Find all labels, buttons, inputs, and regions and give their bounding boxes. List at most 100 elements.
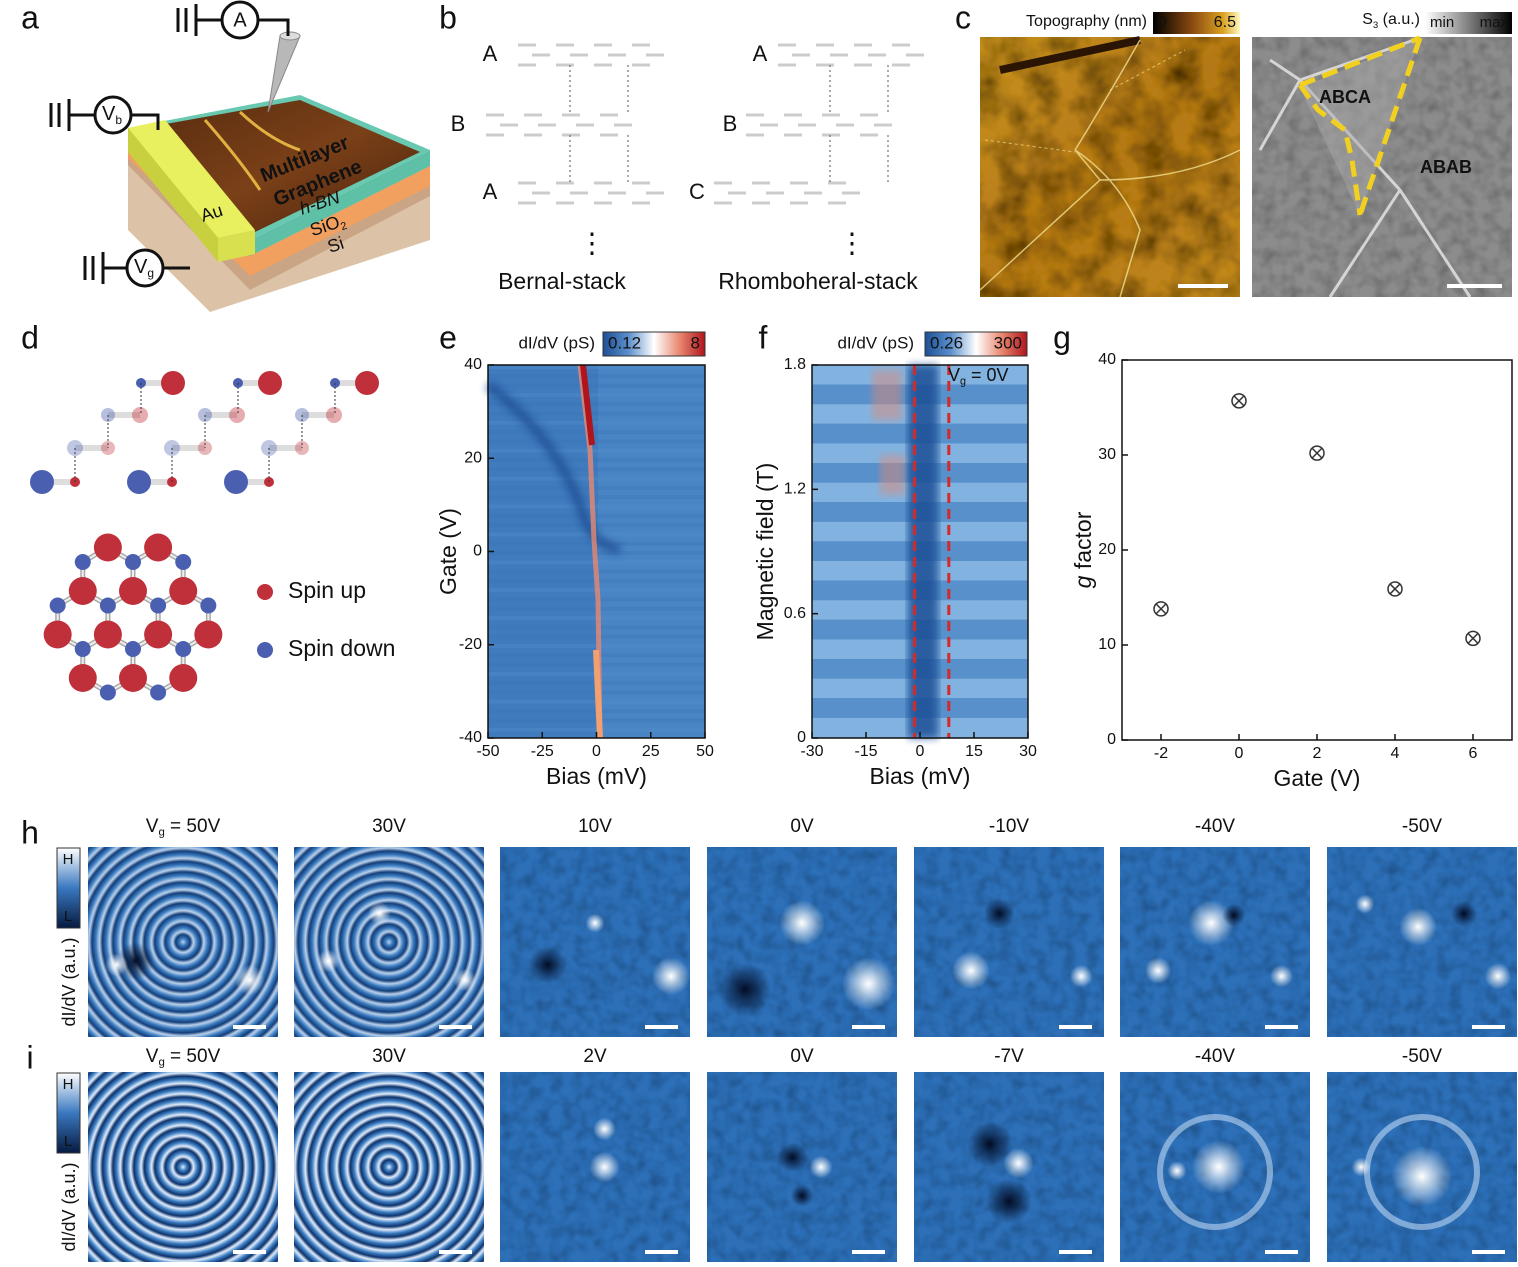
atom-up bbox=[161, 371, 185, 395]
legend-entry: Spin up bbox=[288, 577, 366, 603]
panel-letter: b bbox=[439, 0, 457, 35]
y-axis-label: g factor bbox=[1070, 511, 1096, 588]
atom-up bbox=[258, 371, 282, 395]
map-blob bbox=[1355, 894, 1375, 914]
heatmap-row bbox=[488, 467, 705, 472]
map-label: 10V bbox=[578, 816, 612, 837]
data-point bbox=[1387, 581, 1403, 597]
map-label: 30V bbox=[372, 1046, 406, 1067]
dIdV-map bbox=[500, 847, 690, 1037]
y-tick-label: 0 bbox=[1107, 731, 1116, 748]
colorbar bbox=[1425, 12, 1512, 34]
map-rings bbox=[88, 847, 278, 1037]
substrate-label: Si bbox=[325, 233, 346, 257]
colorbar-label: dI/dV (pS) bbox=[837, 333, 914, 352]
domain-label: ABCA bbox=[1319, 87, 1371, 107]
atom-down bbox=[99, 684, 116, 701]
marker-ring bbox=[1231, 393, 1247, 409]
domain-label: ABAB bbox=[1420, 157, 1472, 177]
heatmap-row bbox=[488, 402, 705, 407]
ellipsis: ⋮ bbox=[578, 227, 606, 258]
colorbar-max: 8 bbox=[691, 333, 700, 352]
layer-label: C bbox=[689, 179, 705, 204]
map-blob bbox=[1069, 964, 1093, 988]
map-label: Vg = 50V bbox=[146, 816, 221, 839]
map-blob bbox=[1192, 1140, 1246, 1194]
atom-up bbox=[194, 620, 223, 649]
y-tick-label: 0.6 bbox=[784, 605, 806, 622]
subscript: b bbox=[115, 113, 122, 127]
atom-down bbox=[125, 554, 141, 570]
map-blob bbox=[809, 1155, 833, 1179]
y-tick-label: -20 bbox=[459, 636, 482, 653]
x-tick-label: 4 bbox=[1391, 745, 1400, 762]
heatmap-row bbox=[488, 458, 705, 462]
map-background bbox=[500, 847, 690, 1037]
marker-ring bbox=[1153, 601, 1169, 617]
atom-up bbox=[93, 533, 122, 562]
s3-features bbox=[1258, 35, 1472, 298]
panel-letter: a bbox=[21, 0, 39, 35]
dIdV-map bbox=[294, 1072, 484, 1262]
dIdV-map bbox=[88, 1072, 278, 1262]
map-label: 0V bbox=[790, 1046, 814, 1067]
dIdV-map bbox=[914, 1072, 1104, 1262]
map-blob bbox=[1450, 900, 1478, 927]
y-tick-label: 1.2 bbox=[784, 481, 806, 498]
atom-down bbox=[125, 641, 141, 657]
heatmap-row bbox=[488, 439, 705, 444]
atom-up bbox=[68, 577, 97, 605]
atom-up bbox=[93, 620, 122, 649]
layer-label: A bbox=[483, 179, 498, 204]
au-electrode bbox=[128, 120, 255, 238]
marker-cross bbox=[1155, 603, 1167, 615]
y-tick-label: 1.8 bbox=[784, 356, 806, 373]
data-point bbox=[1309, 445, 1325, 461]
spin-chain-unit bbox=[30, 371, 185, 494]
subscript: 2 bbox=[339, 220, 348, 233]
map-blob bbox=[1391, 1146, 1453, 1207]
map-blob bbox=[790, 1184, 814, 1207]
panel-letter: d bbox=[21, 319, 39, 355]
panel-letter: h bbox=[21, 814, 39, 850]
spin-chain-unit bbox=[224, 371, 379, 494]
map-blob bbox=[1270, 964, 1293, 988]
map-blob bbox=[777, 1142, 808, 1173]
x-axis-label: Gate (V) bbox=[1274, 765, 1361, 791]
colorbar-max: max bbox=[1480, 14, 1509, 31]
map-blob bbox=[528, 945, 567, 984]
y-tick-label: 40 bbox=[1098, 351, 1116, 368]
graphene-flake bbox=[160, 100, 420, 232]
au-front bbox=[218, 230, 255, 262]
x-tick-label: 0 bbox=[916, 743, 925, 760]
colorbar bbox=[56, 847, 81, 929]
plot-frame bbox=[811, 364, 1029, 739]
panel-letter: i bbox=[26, 1039, 33, 1075]
marker-ring bbox=[1465, 630, 1481, 647]
honeycomb bbox=[43, 533, 223, 701]
subscript: g bbox=[147, 266, 154, 280]
heatmap-row bbox=[488, 513, 705, 518]
stack-title: Rhomboheral-stack bbox=[718, 268, 918, 294]
map-label: -50V bbox=[1402, 816, 1442, 837]
map-label: -40V bbox=[1195, 816, 1235, 837]
symbol: V bbox=[102, 103, 116, 125]
atom-down bbox=[49, 597, 66, 614]
graphene-layer bbox=[486, 113, 632, 137]
symbol: V bbox=[948, 365, 960, 385]
map-label: -40V bbox=[1195, 1046, 1235, 1067]
panel-letter: c bbox=[955, 0, 971, 35]
colorbar-min: 0.26 bbox=[930, 333, 963, 352]
y-tick-label: 20 bbox=[1098, 541, 1116, 558]
panel-letter: f bbox=[759, 319, 768, 355]
x-axis-label: Bias (mV) bbox=[870, 763, 971, 789]
map-blob bbox=[368, 902, 391, 925]
atom-up bbox=[43, 620, 72, 649]
atom-up bbox=[326, 407, 342, 423]
colorbar-high: H bbox=[63, 851, 74, 868]
map-blob bbox=[105, 953, 128, 977]
heatmap-feature bbox=[484, 381, 622, 555]
heatmap-row bbox=[488, 374, 705, 379]
colorbar-min: 0.12 bbox=[608, 333, 641, 352]
flake-wrinkle bbox=[203, 110, 301, 191]
